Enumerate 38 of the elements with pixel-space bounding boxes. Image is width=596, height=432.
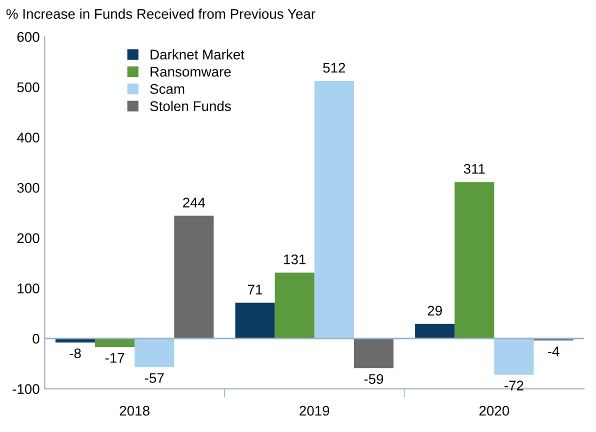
data-label: 29: [428, 306, 442, 316]
legend-label: Stolen Funds: [150, 100, 231, 112]
bar: [174, 216, 214, 339]
y-tick-label: 100: [18, 284, 40, 294]
bar: [354, 338, 394, 368]
data-label: -72: [504, 380, 524, 390]
x-tick-label: 2020: [479, 406, 510, 416]
bar: [454, 182, 494, 339]
bar: [95, 338, 135, 348]
data-label: 311: [464, 164, 485, 174]
bar: [134, 338, 174, 368]
data-label: 131: [284, 254, 306, 264]
y-tick-label: 500: [17, 82, 40, 92]
legend-label: Scam: [150, 84, 184, 94]
data-label: 512: [323, 62, 346, 73]
x-tick-label: 2018: [120, 406, 150, 416]
data-label: -8: [70, 348, 81, 358]
legend-label: Ransomware: [150, 66, 231, 77]
data-label: 71: [248, 284, 262, 294]
x-tick-label: 2019: [300, 406, 330, 416]
bar: [314, 80, 354, 339]
y-tick-label: 300: [17, 182, 40, 193]
y-tick-label: 200: [17, 233, 40, 244]
chart-title: % Increase in Funds Received from Previous Year: [6, 8, 316, 19]
data-label: -4: [548, 346, 560, 356]
legend-label: Darknet Market: [150, 49, 244, 60]
data-label: -59: [364, 374, 384, 384]
y-tick-label: 400: [16, 132, 40, 142]
y-tick-label: 600: [17, 32, 40, 42]
y-tick-label: -100: [12, 384, 40, 394]
bar: [415, 324, 455, 339]
data-label: -57: [144, 373, 164, 383]
bar: [494, 338, 534, 375]
bar: [235, 302, 275, 339]
bar: [274, 272, 314, 339]
y-tick-label: 0: [32, 334, 40, 344]
data-label: 244: [183, 198, 206, 208]
data-label: -17: [105, 353, 124, 363]
